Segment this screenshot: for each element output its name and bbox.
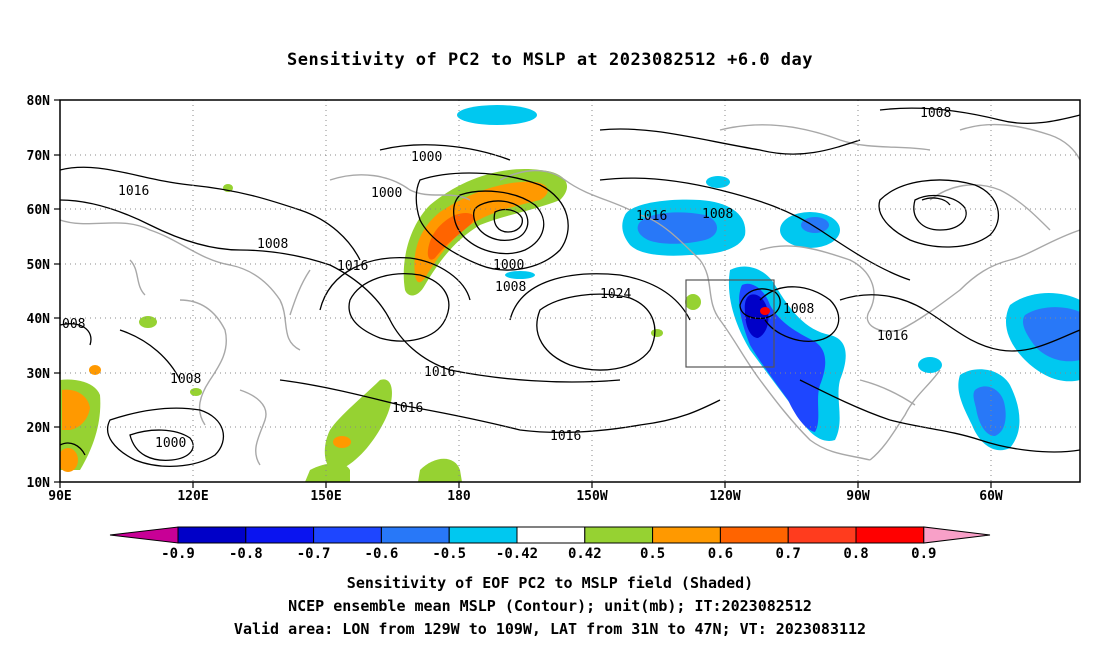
negative-core-atlantic xyxy=(1022,307,1080,362)
contour-label: 1016 xyxy=(636,209,667,224)
negative-patch-arctic xyxy=(457,105,537,125)
lon-tick-label: 90E xyxy=(48,489,71,504)
negative-core-caribbean xyxy=(973,386,1006,436)
negative-core-alaska xyxy=(637,212,718,244)
colorbar-segment xyxy=(787,526,857,544)
colorbar-segment xyxy=(855,526,925,544)
positive-core-midpacific xyxy=(333,436,351,448)
contour-label: 1008 xyxy=(170,372,201,387)
contour-label: 1008 xyxy=(495,280,526,295)
contour-label: 1000 xyxy=(411,150,442,165)
colorbar-label: 0.6 xyxy=(708,546,733,562)
positive-patch-3 xyxy=(685,294,701,310)
contour-label: 1016 xyxy=(118,184,149,199)
lat-tick-label: 30N xyxy=(27,367,51,382)
colorbar-label: -0.7 xyxy=(297,546,331,562)
caption-valid-area: Valid area: LON from 129W to 109W, LAT f… xyxy=(233,620,867,638)
coastlines xyxy=(60,123,1080,466)
lat-tick-label: 70N xyxy=(27,149,51,164)
positive-patch-india-south xyxy=(60,448,78,472)
colorbar-segment xyxy=(380,526,450,544)
contour-label: 1024 xyxy=(600,287,631,302)
contour-label: 1000 xyxy=(493,258,524,273)
colorbar-label: 0.42 xyxy=(568,546,602,562)
contour-label: 1016 xyxy=(550,429,581,444)
mslp-contours xyxy=(60,107,1080,467)
positive-region-tropical-2 xyxy=(418,458,462,482)
lat-tick-label: 20N xyxy=(27,421,51,436)
contour-label: 1008 xyxy=(920,106,951,121)
positive-spot-westus xyxy=(760,307,770,315)
positive-patch-1 xyxy=(139,316,157,328)
negative-patch-pacific xyxy=(505,271,535,279)
lat-tick-label: 50N xyxy=(27,258,51,273)
colorbar-label: -0.42 xyxy=(496,546,538,562)
positive-patch-5 xyxy=(89,365,101,375)
negative-patch-gulf xyxy=(918,357,942,373)
positive-peak-dateline xyxy=(427,213,475,260)
contour-label: 1016 xyxy=(424,365,455,380)
colorbar-label: 0.8 xyxy=(843,546,868,562)
lat-tick-labels: 80N 70N 60N 50N 40N 30N 20N 10N xyxy=(27,94,51,491)
colorbar-label: -0.9 xyxy=(161,546,195,562)
colorbar-segment xyxy=(652,526,721,544)
contour-label: 008 xyxy=(62,317,85,332)
lat-tick-label: 60N xyxy=(27,203,51,218)
contour-label: 1008 xyxy=(257,237,288,252)
contour-label: 1016 xyxy=(392,401,423,416)
shaded-sensitivity xyxy=(60,105,1080,482)
colorbar-segment xyxy=(719,526,789,544)
colorbar-label: 0.7 xyxy=(776,546,801,562)
contour-label: 1000 xyxy=(371,186,402,201)
negative-patch-north xyxy=(706,176,730,188)
contour-label: 1008 xyxy=(702,207,733,222)
lat-tick-label: 10N xyxy=(27,476,51,491)
caption-shaded: Sensitivity of EOF PC2 to MSLP field (Sh… xyxy=(346,574,754,592)
graticule xyxy=(60,100,1080,482)
lon-tick-label: 180 xyxy=(447,489,471,504)
colorbar-segment xyxy=(177,526,247,544)
lon-tick-labels: 90E 120E 150E 180 150W 120W 90W 60W xyxy=(48,489,1003,504)
colorbar-end-high xyxy=(923,526,991,544)
negative-patch-hudson-core xyxy=(801,217,829,233)
contour-label: 1016 xyxy=(337,259,368,274)
lon-tick-label: 90W xyxy=(846,489,870,504)
positive-region-tropical xyxy=(305,463,350,482)
contour-label: 1000 xyxy=(155,436,186,451)
colorbar: -0.9 -0.8 -0.7 -0.6 -0.5 -0.42 0.42 0.5 0.6 0.7 0.… xyxy=(109,526,991,562)
contour-labels: 1016 1000 1000 1008 1016 1000 1008 1024 … xyxy=(62,106,951,451)
map-frame xyxy=(59,99,1081,483)
colorbar-label: -0.8 xyxy=(229,546,263,562)
colorbar-segment xyxy=(516,526,586,544)
contour-label: 1016 xyxy=(877,329,908,344)
positive-core-india xyxy=(62,389,90,430)
lon-tick-label: 120W xyxy=(709,489,740,504)
positive-patch-6 xyxy=(190,388,202,396)
lon-tick-label: 150W xyxy=(576,489,607,504)
lon-tick-label: 150E xyxy=(310,489,341,504)
tick-marks xyxy=(54,99,992,488)
colorbar-end-low xyxy=(109,526,179,544)
colorbar-segment xyxy=(245,526,315,544)
positive-patch-4 xyxy=(651,329,663,337)
caption-contour: NCEP ensemble mean MSLP (Contour); unit(… xyxy=(288,597,812,615)
colorbar-label: 0.9 xyxy=(911,546,936,562)
lat-tick-label: 80N xyxy=(27,94,51,109)
colorbar-segment xyxy=(448,526,518,544)
lon-tick-label: 60W xyxy=(979,489,1003,504)
lat-tick-label: 40N xyxy=(27,312,51,327)
lon-tick-label: 120E xyxy=(177,489,208,504)
colorbar-label: -0.6 xyxy=(365,546,399,562)
valid-area-box xyxy=(685,279,775,368)
positive-region-midpacific xyxy=(324,379,392,471)
colorbar-segment xyxy=(313,526,382,544)
colorbar-segment xyxy=(584,526,654,544)
negative-peak-westus xyxy=(744,294,769,338)
colorbar-label: -0.5 xyxy=(432,546,466,562)
contour-label: 1008 xyxy=(783,302,814,317)
colorbar-label: 0.5 xyxy=(640,546,665,562)
page-title: Sensitivity of PC2 to MSLP at 2023082512… xyxy=(286,50,813,70)
